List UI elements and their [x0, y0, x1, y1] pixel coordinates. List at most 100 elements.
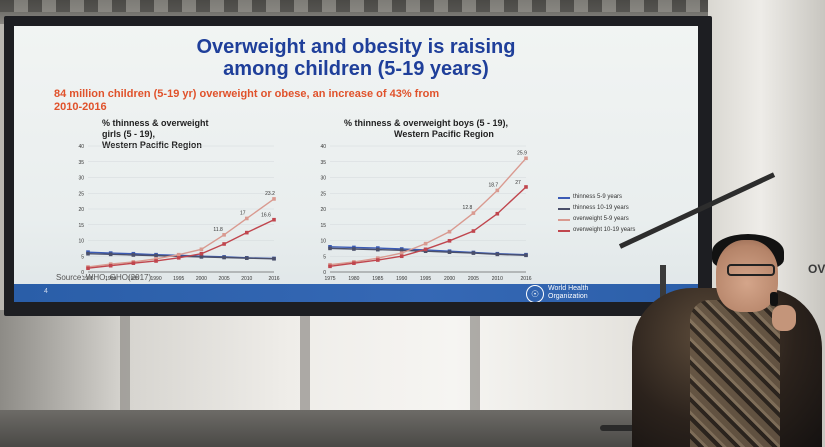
data-point	[131, 261, 136, 265]
data-point	[447, 239, 452, 243]
legend-entry: overweight 5-9 years	[558, 216, 638, 223]
x-tick-label: 2000	[196, 276, 207, 282]
y-tick-label: 15	[78, 223, 84, 229]
series-line	[87, 219, 275, 269]
data-point	[524, 253, 528, 258]
x-tick-label: 1995	[420, 276, 431, 282]
data-point	[328, 264, 332, 269]
y-tick-label: 25	[320, 191, 326, 197]
data-point	[131, 253, 136, 257]
legend-entry: overweight 10-19 years	[558, 227, 638, 234]
left-chart-title-line1: % thinness & overweight	[102, 118, 209, 128]
legend-label: overweight 10-19 years	[573, 227, 636, 233]
data-point	[176, 252, 181, 257]
legend-label: thinness 5-9 years	[573, 194, 623, 200]
data-point	[399, 251, 404, 255]
x-tick-label: 2010	[492, 276, 503, 282]
x-tick-label: 1990	[150, 276, 161, 282]
data-point	[399, 248, 404, 253]
x-tick-label: 1985	[128, 276, 139, 282]
microphone	[770, 292, 778, 306]
data-point	[272, 217, 276, 222]
y-tick-label: 20	[78, 207, 84, 213]
x-tick-label: 2005	[219, 276, 230, 282]
data-point	[244, 216, 249, 221]
data-point	[222, 242, 226, 246]
ceiling-slats	[0, 0, 825, 12]
data-point	[272, 256, 276, 261]
y-tick-label: 0	[81, 270, 84, 276]
left-chart-title-line3: Western Pacific Region	[102, 140, 202, 150]
data-point	[244, 230, 249, 235]
data-point	[376, 247, 380, 252]
logo-line1: World Health	[548, 285, 589, 292]
data-point	[423, 249, 428, 254]
right-chart: 0 5 10 15 20 25 30 35 40 1975 1980 1985 1990 1995 2000…	[320, 144, 531, 282]
data-point	[328, 246, 332, 251]
y-tick-label: 10	[78, 239, 84, 245]
slide-subtitle: 84 million children (5-19 yr) overweight…	[54, 88, 654, 114]
backdrop-text: OV	[808, 262, 825, 276]
data-point	[471, 251, 476, 255]
legend-entry: thinness 10-19 years	[558, 205, 638, 212]
y-tick-label: 10	[320, 239, 326, 245]
data-point	[376, 258, 380, 262]
globe-icon: ☉	[526, 285, 544, 302]
window-mullion	[470, 310, 480, 414]
data-point	[154, 256, 158, 261]
x-tick-label: 1995	[173, 276, 184, 282]
data-point	[471, 229, 476, 233]
window-mullion	[300, 310, 310, 414]
data-label: 25.9	[517, 150, 527, 156]
speaker-face	[716, 240, 778, 312]
data-point	[495, 211, 500, 216]
x-tick-label: 1975	[82, 276, 93, 282]
glasses	[727, 264, 775, 276]
presentation-slide: Overweight and obesity is raising among …	[14, 26, 698, 302]
data-point	[199, 251, 204, 256]
slide-footer: 4 ☉ World Health Organization	[14, 284, 698, 302]
window-mullion	[120, 310, 130, 414]
x-tick-label: 1975	[324, 276, 335, 282]
left-chart-title: % thinness & overweight girls (5 - 19), …	[102, 118, 209, 151]
slide-title: Overweight and obesity is raising among …	[14, 36, 698, 80]
data-point	[272, 197, 276, 201]
data-label: 11.8	[213, 227, 223, 233]
y-tick-label: 40	[78, 144, 84, 150]
chart-legend: thinness 5-9 years thinness 10-19 years ov…	[558, 194, 638, 238]
data-point	[471, 211, 476, 215]
logo-line2: Organization	[548, 293, 588, 300]
data-point	[108, 263, 113, 268]
slide-title-line2: among children (5-19 years)	[223, 58, 489, 80]
data-point	[176, 256, 181, 260]
data-point	[222, 255, 226, 260]
x-tick-label: 2010	[241, 276, 252, 282]
data-point	[222, 233, 226, 237]
slide-page-number: 4	[44, 288, 48, 295]
data-point	[86, 266, 90, 271]
y-tick-label: 20	[320, 207, 326, 213]
left-chart: 0 5 10 15 20 25 30 35 40 1975 1980 1985 1990 1995 2000…	[78, 144, 279, 282]
data-point	[244, 256, 249, 260]
data-point	[376, 256, 380, 260]
y-tick-label: 15	[320, 223, 326, 229]
data-label: 23.2	[265, 191, 275, 197]
y-tick-label: 35	[320, 160, 326, 166]
data-point	[352, 247, 356, 251]
legend-swatch	[558, 219, 570, 221]
slide-source: Source: WHO, GHO(2017)	[56, 273, 152, 282]
data-label: 17	[240, 210, 246, 216]
speaker-hand	[772, 305, 796, 331]
y-tick-label: 30	[78, 176, 84, 182]
data-label: 16.6	[261, 213, 271, 219]
data-point	[199, 255, 204, 259]
legend-swatch	[558, 208, 570, 210]
data-point	[495, 188, 500, 193]
x-tick-label: 1990	[396, 276, 407, 282]
data-point	[154, 253, 158, 258]
x-tick-label: 2000	[444, 276, 455, 282]
data-label: 12.8	[463, 205, 473, 211]
speaker-scarf	[690, 300, 780, 447]
data-point	[524, 156, 528, 161]
legend-swatch	[558, 197, 570, 199]
